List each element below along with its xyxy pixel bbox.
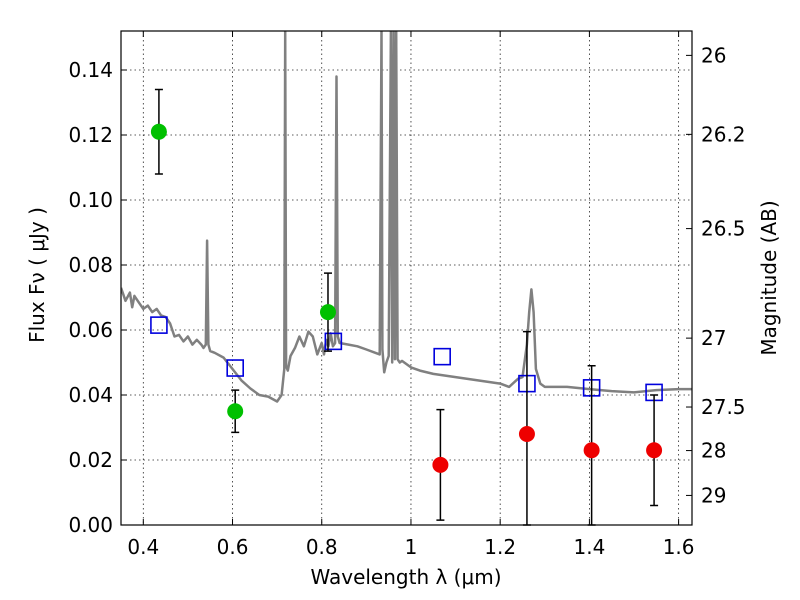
y2-tick-label: 26 bbox=[701, 43, 726, 67]
photometry-point bbox=[319, 304, 336, 321]
model-square-marker bbox=[226, 359, 244, 377]
photometry-point bbox=[583, 442, 600, 459]
y2-axis-label: Magnitude (AB) bbox=[757, 200, 781, 355]
photometry-points bbox=[150, 88, 663, 526]
y2-tick-label: 26.5 bbox=[701, 217, 746, 241]
plot-frame bbox=[120, 30, 693, 526]
y-tick-label: 0.02 bbox=[68, 448, 113, 472]
y2-tick-label: 27 bbox=[701, 326, 726, 350]
tick-labels: 0.4 0.6 0.8 1 1.2 1.4 1.6 0.00 0.02 0.04 0.06 0.08 0… bbox=[68, 43, 745, 559]
y-axis-label: Flux Fν ( μJy ) bbox=[25, 207, 49, 343]
x-tick-label: 0.6 bbox=[217, 535, 249, 559]
y-tick-label: 0.10 bbox=[68, 188, 113, 212]
x-axis-label: Wavelength λ (μm) bbox=[310, 565, 501, 589]
y-tick-label: 0.04 bbox=[68, 383, 113, 407]
grid-lines bbox=[121, 31, 692, 525]
photometry-point bbox=[646, 442, 663, 459]
y2-tick-label: 27.5 bbox=[701, 395, 746, 419]
photometry-point bbox=[227, 403, 244, 420]
y-tick-label: 0.12 bbox=[68, 123, 113, 147]
x-tick-label: 1.4 bbox=[573, 535, 605, 559]
y-tick-label: 0.06 bbox=[68, 318, 113, 342]
model-square-marker bbox=[433, 347, 451, 366]
y-tick-label: 0.14 bbox=[68, 58, 113, 82]
y-tick-label: 0.08 bbox=[68, 253, 113, 277]
model-square-marker bbox=[150, 316, 168, 334]
x-tick-label: 1 bbox=[405, 535, 418, 559]
axis-ticks bbox=[121, 31, 692, 526]
x-tick-label: 0.8 bbox=[306, 535, 338, 559]
y2-tick-label: 28 bbox=[701, 439, 726, 463]
y2-tick-label: 26.2 bbox=[701, 122, 746, 146]
x-tick-label: 0.4 bbox=[127, 535, 159, 559]
model-square-marker bbox=[324, 332, 343, 351]
photometry-point bbox=[432, 456, 449, 473]
y2-tick-label: 29 bbox=[701, 483, 726, 507]
y-tick-label: 0.00 bbox=[68, 513, 113, 537]
x-tick-label: 1.2 bbox=[484, 535, 516, 559]
x-tick-label: 1.6 bbox=[663, 535, 695, 559]
photometry-point bbox=[150, 123, 167, 140]
photometry-point bbox=[518, 426, 535, 442]
